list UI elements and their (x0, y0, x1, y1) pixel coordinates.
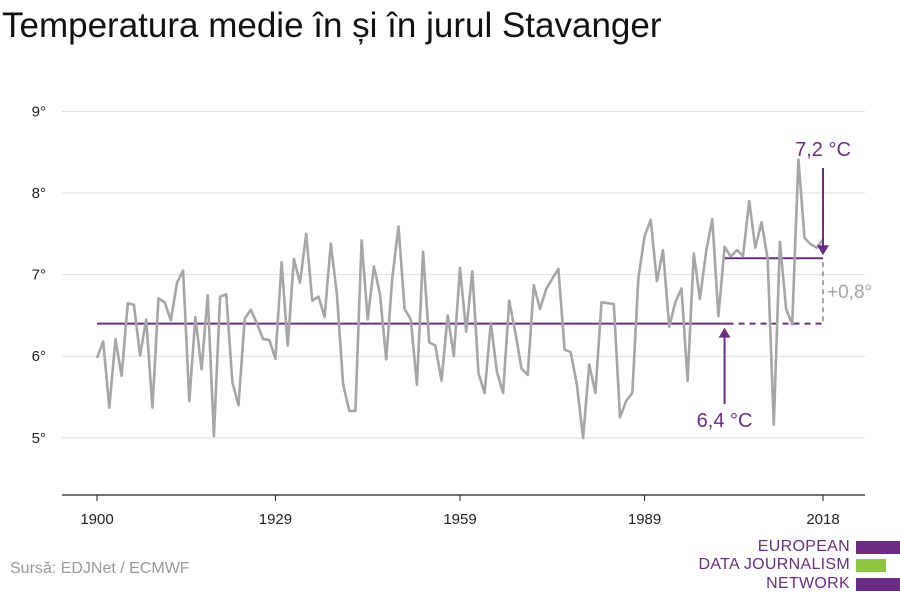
y-tick-label: 5° (32, 430, 46, 447)
recent-mean-arrowhead (817, 245, 829, 256)
x-tick-label: 1900 (80, 511, 113, 528)
edjnet-logo: EUROPEAN DATA JOURNALISM NETWORK (698, 538, 900, 596)
grid-lines (62, 110, 865, 439)
x-tick-label: 1989 (628, 511, 661, 528)
y-tick-label: 6° (32, 348, 46, 365)
y-axis: 5° 6° 7° 8° 9° (32, 103, 46, 447)
logo-line-european: EUROPEAN (757, 538, 850, 555)
temperature-series (95, 158, 825, 440)
y-tick-label: 9° (32, 103, 46, 120)
x-tick-label: 2018 (806, 511, 839, 528)
source-note: Sursă: EDJNet / ECMWF (10, 560, 190, 577)
baseline-mean-label: 6,4 °C (697, 410, 753, 432)
difference-label: +0,8° (827, 282, 872, 303)
recent-mean-label: 7,2 °C (795, 139, 851, 161)
y-tick-label: 7° (32, 267, 46, 284)
chart-title: Temperatura medie în și în jurul Stavang… (2, 6, 662, 45)
temperature-line (95, 158, 825, 440)
logo-line-data-journalism: DATA JOURNALISM (698, 556, 850, 573)
x-tick-label: 1929 (259, 511, 292, 528)
logo-bar-purple-bottom (856, 578, 900, 591)
baseline-mean-arrowhead (718, 327, 731, 338)
y-tick-label: 8° (32, 185, 46, 202)
x-tick-label: 1959 (443, 511, 476, 528)
logo-bar-purple-top (856, 541, 900, 554)
logo-bar-green (856, 559, 886, 572)
logo-line-network: NETWORK (766, 575, 850, 592)
annotations: +0,8° 7,2 °C 6,4 °C (697, 139, 872, 432)
x-axis: 1900 1929 1959 1989 2018 (62, 494, 865, 528)
